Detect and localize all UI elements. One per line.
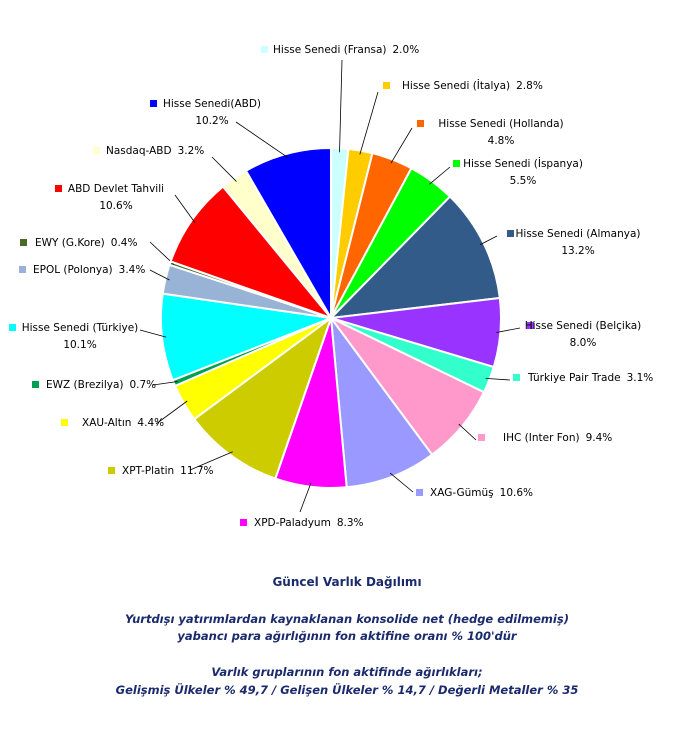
legend-swatch — [383, 82, 390, 89]
leader-line — [149, 269, 170, 281]
label-value: 10.1% — [63, 339, 96, 351]
slice — [192, 315, 334, 480]
label-name: Türkiye Pair Trade — [527, 372, 621, 384]
leader-line — [496, 327, 521, 333]
slice-label: EPOL (Polonya) 3.4% — [33, 264, 145, 276]
legend-swatch — [261, 46, 268, 53]
leader-line — [139, 329, 167, 338]
label-value: 9.4% — [586, 432, 613, 444]
legend-swatch — [9, 324, 16, 331]
legend-swatch — [108, 467, 115, 474]
leader-line — [339, 59, 343, 153]
leader-line — [429, 166, 451, 185]
slice-label: Hisse Senedi (Fransa) 2.0% — [273, 44, 419, 56]
legend-swatch — [150, 100, 157, 107]
label-value: 10.2% — [195, 115, 228, 127]
label-value: 2.0% — [393, 44, 420, 56]
label-value: 0.4% — [111, 237, 138, 249]
note: Yurtdışı yatırımlardan kaynaklanan konso… — [125, 612, 569, 626]
legend-swatch — [478, 434, 485, 441]
leader-line — [458, 423, 477, 441]
leader-line — [485, 377, 511, 381]
leader-line — [152, 381, 178, 386]
label-name: Hisse Senedi (İtalya) — [402, 79, 510, 92]
label-value: 8.3% — [337, 517, 364, 529]
slice-label: Hisse Senedi (İtalya) 2.8% — [402, 79, 543, 92]
slice-label: EWY (G.Kore) 0.4% — [35, 237, 137, 249]
label-value: 10.6% — [99, 200, 132, 212]
label-name: XAG-Gümüş — [430, 487, 494, 499]
leader-line — [359, 91, 379, 155]
leader-line — [479, 235, 498, 246]
legend-swatch — [417, 120, 424, 127]
label-name: ABD Devlet Tahvili — [68, 183, 164, 195]
note: Varlık gruplarının fon aktifinde ağırlık… — [211, 665, 482, 679]
slice — [160, 292, 335, 382]
chart-title: Güncel Varlık Dağılımı — [272, 575, 421, 589]
slice-label: EWZ (Brezilya) 0.7% — [46, 379, 156, 391]
label-name: XPD-Paladyum — [254, 517, 331, 529]
leader-line — [211, 156, 237, 182]
legend-swatch — [527, 322, 534, 329]
label-name: EPOL (Polonya) — [33, 264, 113, 276]
leader-line — [299, 482, 312, 513]
legend-swatch — [453, 160, 460, 167]
label-value: 3.2% — [178, 145, 205, 157]
label-value: 3.1% — [627, 372, 654, 384]
label-name: XAU-Altın — [82, 417, 131, 429]
leader-line — [235, 121, 289, 158]
legend-swatch — [513, 374, 520, 381]
label-name: Hisse Senedi (Belçika) — [525, 320, 642, 332]
legend-swatch — [240, 519, 247, 526]
label-name: IHC (Inter Fon) — [503, 432, 580, 444]
note: yabancı para ağırlığının fon aktifine or… — [177, 629, 518, 643]
slice — [244, 146, 332, 322]
slice-label: XPT-Platin 11.7% — [122, 465, 214, 477]
slice-label: XPD-Paladyum 8.3% — [254, 517, 364, 529]
legend-swatch — [507, 230, 514, 237]
legend-swatch — [19, 266, 26, 273]
label-value: 8.0% — [570, 337, 597, 349]
slice — [169, 185, 335, 321]
label-name: Hisse Senedi (İspanya) — [463, 157, 583, 170]
label-value: 10.6% — [500, 487, 533, 499]
label-value: 3.4% — [119, 264, 146, 276]
slice-label: XAU-Altın 4.4% — [82, 417, 164, 429]
legend-swatch — [93, 147, 100, 154]
label-value: 4.8% — [488, 135, 515, 147]
leader-line — [389, 472, 414, 493]
label-value: 11.7% — [180, 465, 213, 477]
slice-label: Nasdaq-ABD 3.2% — [106, 145, 204, 157]
label-value: 13.2% — [561, 245, 594, 257]
slice — [329, 314, 434, 489]
leader-line — [390, 127, 413, 164]
label-name: Hisse Senedi (Almanya) — [516, 228, 641, 240]
legend-swatch — [20, 239, 27, 246]
slice-label: IHC (Inter Fon) 9.4% — [503, 432, 612, 444]
slice-label: Türkiye Pair Trade 3.1% — [527, 372, 653, 384]
label-value: 5.5% — [510, 175, 537, 187]
label-name: EWZ (Brezilya) — [46, 379, 123, 391]
label-name: Hisse Senedi(ABD) — [163, 98, 261, 110]
label-name: Hisse Senedi (Fransa) — [273, 44, 387, 56]
leader-line — [174, 194, 196, 224]
leader-line — [155, 400, 188, 425]
legend-swatch — [32, 381, 39, 388]
label-value: 4.4% — [137, 417, 164, 429]
legend-swatch — [61, 419, 68, 426]
label-name: Hisse Senedi (Hollanda) — [438, 118, 563, 130]
legend-swatch — [55, 185, 62, 192]
legend-swatch — [416, 489, 423, 496]
note: Gelişmiş Ülkeler % 49,7 / Gelişen Ülkele… — [116, 682, 579, 697]
label-name: XPT-Platin — [122, 465, 174, 477]
label-value: 2.8% — [516, 80, 543, 92]
label-name: EWY (G.Kore) — [35, 237, 105, 249]
label-name: Nasdaq-ABD — [106, 145, 172, 157]
label-name: Hisse Senedi (Türkiye) — [22, 322, 139, 334]
leader-line — [189, 451, 233, 471]
slice-label: XAG-Gümüş 10.6% — [430, 487, 533, 499]
label-value: 0.7% — [129, 379, 156, 391]
